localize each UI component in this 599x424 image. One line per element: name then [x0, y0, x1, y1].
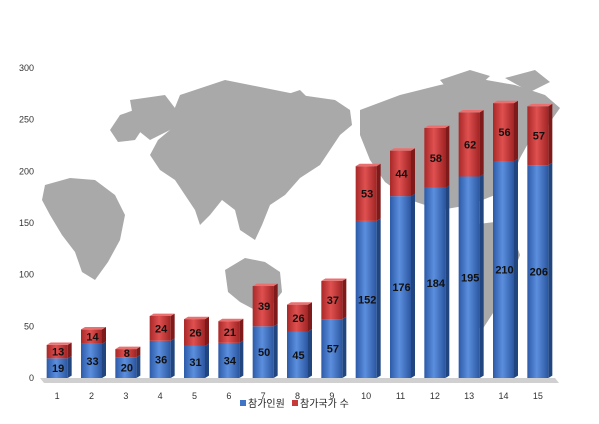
value-label-participants-1: 19: [52, 363, 64, 375]
value-label-participants-13: 195: [461, 272, 479, 284]
legend: 참가인원 참가국가 수: [240, 398, 349, 410]
legend-item-0: 참가인원: [240, 398, 285, 410]
bar-participants-13: [458, 174, 484, 378]
bar-countries-9: [321, 278, 347, 320]
value-label-countries-2: 14: [86, 332, 99, 344]
bar-countries-13: [458, 110, 484, 177]
chart-floor: [40, 378, 559, 383]
bar-participants-10: [355, 218, 381, 378]
bar-participants-8: [287, 329, 312, 378]
y-tick-label-0: 0: [29, 373, 34, 383]
bar-participants-7: [252, 323, 278, 378]
bar-participants-6: [218, 340, 244, 378]
x-tick-label-1: 2: [89, 391, 94, 401]
x-tick-label-14: 15: [533, 391, 543, 401]
value-label-participants-9: 57: [327, 344, 339, 356]
bar-participants-1: [46, 355, 72, 378]
x-tick-label-12: 13: [464, 391, 474, 401]
value-label-countries-9: 37: [327, 295, 339, 307]
value-label-participants-5: 31: [189, 357, 201, 369]
value-label-participants-10: 152: [358, 294, 376, 306]
y-tick-label-6: 300: [19, 63, 34, 73]
x-tick-label-13: 14: [498, 391, 508, 401]
x-tick-label-8: 9: [329, 391, 334, 401]
bar-countries-2: [81, 327, 106, 344]
bar-countries-11: [390, 148, 415, 197]
y-tick-label-3: 150: [19, 218, 34, 228]
bar-countries-14: [493, 100, 518, 161]
x-tick-label-0: 1: [55, 391, 60, 401]
x-tick-label-4: 5: [192, 391, 197, 401]
value-label-participants-3: 20: [121, 363, 133, 375]
value-label-countries-14: 56: [498, 127, 510, 139]
value-label-participants-6: 34: [224, 355, 237, 367]
legend-swatch-1: [292, 400, 298, 406]
value-label-countries-11: 44: [395, 168, 408, 180]
value-label-countries-5: 26: [189, 328, 201, 340]
legend-label-1: 참가국가 수: [300, 398, 349, 410]
bar-participants-2: [81, 341, 106, 378]
bar-participants-4: [149, 338, 175, 378]
legend-swatch-0: [240, 400, 246, 406]
bar-countries-15: [527, 103, 553, 166]
legend-label-0: 참가인원: [248, 398, 285, 410]
value-label-countries-12: 58: [430, 153, 442, 165]
value-label-participants-2: 33: [86, 356, 98, 368]
bar-countries-7: [252, 283, 278, 327]
value-label-participants-12: 184: [427, 278, 446, 290]
bar-countries-1: [46, 342, 72, 359]
bar-countries-6: [218, 318, 244, 343]
y-tick-label-2: 100: [19, 270, 34, 280]
bar-countries-12: [424, 125, 450, 188]
value-label-countries-10: 53: [361, 189, 373, 201]
x-tick-label-2: 3: [123, 391, 128, 401]
y-tick-label-4: 200: [19, 166, 34, 176]
x-tick-label-10: 11: [396, 391, 405, 401]
value-label-participants-8: 45: [292, 350, 304, 362]
x-tick-label-5: 6: [226, 391, 231, 401]
bar-participants-12: [424, 185, 450, 378]
x-tick-label-3: 4: [158, 391, 163, 401]
bar-participants-5: [184, 343, 209, 378]
legend-item-1: 참가국가 수: [292, 398, 349, 410]
bar-countries-5: [184, 316, 209, 346]
bar-countries-4: [149, 313, 175, 341]
bar-participants-15: [527, 162, 553, 378]
x-tick-label-11: 12: [430, 391, 440, 401]
x-tick-label-9: 10: [361, 391, 371, 401]
value-label-participants-15: 206: [530, 267, 548, 279]
bar-countries-10: [355, 163, 381, 221]
value-label-countries-3: 8: [124, 348, 130, 360]
value-label-participants-14: 210: [495, 265, 513, 277]
bar-participants-11: [390, 193, 415, 378]
value-label-participants-7: 50: [258, 347, 270, 359]
value-label-countries-1: 13: [52, 347, 64, 359]
bar-participants-9: [321, 316, 347, 378]
bar-countries-3: [115, 346, 141, 358]
value-label-participants-4: 36: [155, 354, 167, 366]
value-label-countries-8: 26: [292, 313, 304, 325]
x-tick-label-6: 7: [261, 391, 266, 401]
y-tick-label-1: 50: [24, 321, 34, 331]
value-label-countries-6: 21: [224, 327, 236, 339]
value-labels: 19 13 33 14 20 8 36 24 31 26 34 21 50 39 45 26 57 37 152 53…: [52, 127, 548, 375]
x-tick-label-7: 8: [295, 391, 300, 401]
y-tick-label-5: 250: [19, 115, 34, 125]
value-label-participants-11: 176: [392, 282, 410, 294]
value-label-countries-7: 39: [258, 301, 270, 313]
bar-participants-3: [115, 354, 141, 378]
bar-participants-14: [493, 158, 518, 378]
value-label-countries-4: 24: [155, 323, 168, 335]
value-label-countries-15: 57: [533, 131, 545, 143]
value-label-countries-13: 62: [464, 139, 476, 151]
bar-countries-8: [287, 302, 312, 332]
bars-group: [46, 100, 553, 378]
